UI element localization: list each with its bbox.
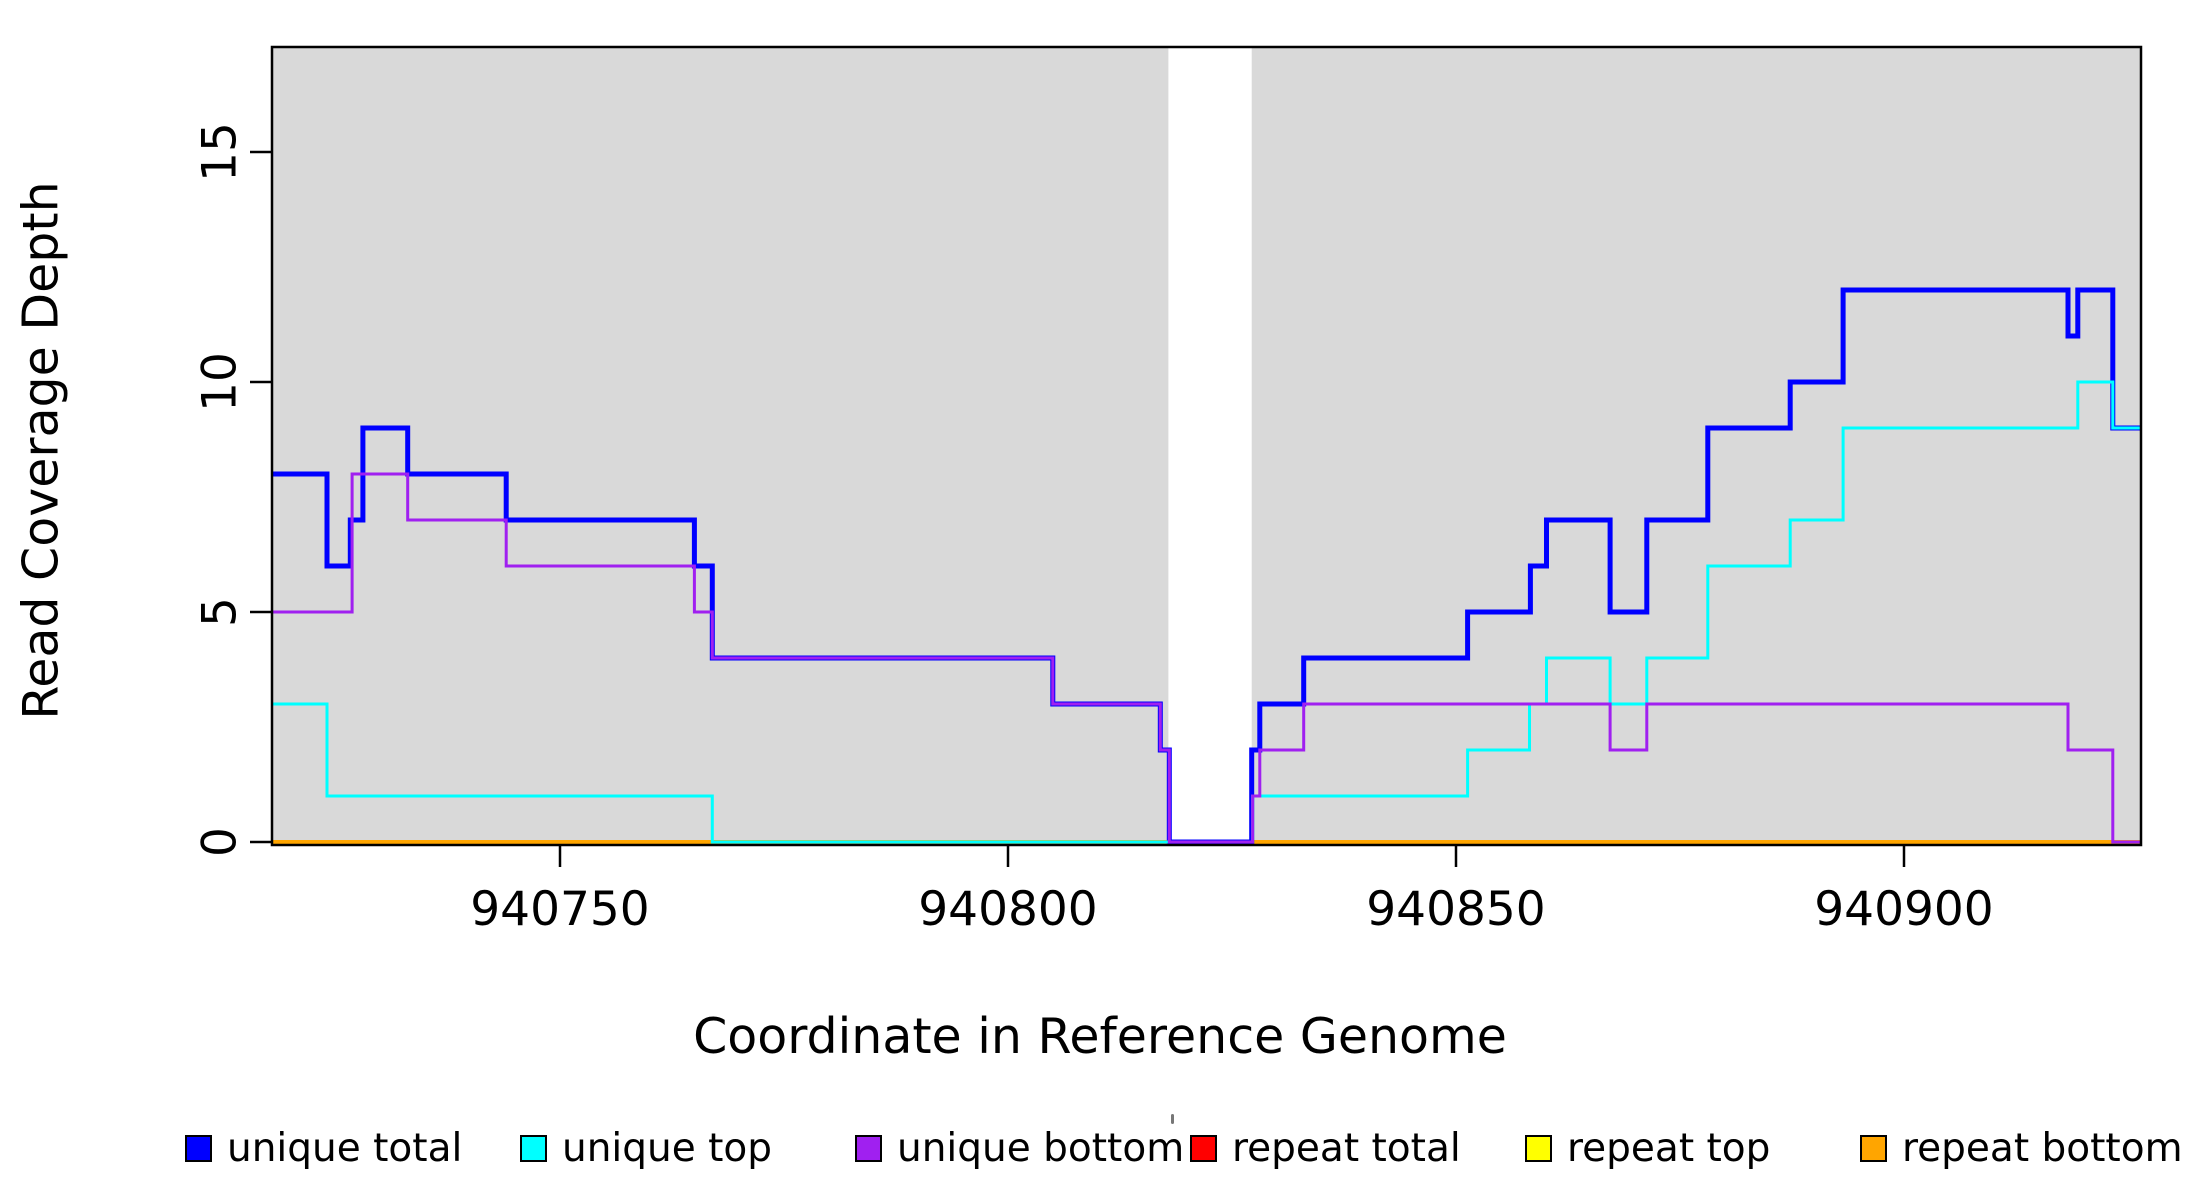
x-axis-title: Coordinate in Reference Genome <box>693 1008 1507 1065</box>
series-line-unique-total <box>272 287 2142 845</box>
panel-background-right <box>1251 47 2142 845</box>
plot-border <box>270 45 2143 847</box>
y-tick-label-15: 15 <box>193 122 248 182</box>
x-tick-label-940850: 940850 <box>1366 882 1545 937</box>
x-tick-label-940800: 940800 <box>918 882 1097 937</box>
y-tick-label-10: 10 <box>193 352 248 412</box>
y-axis-title: Read Coverage Depth <box>12 181 70 720</box>
y-tick-label-0: 0 <box>193 827 248 857</box>
y-tick-label-5: 5 <box>193 597 248 627</box>
series-line-unique-bottom <box>272 472 2142 844</box>
series-line-unique-top <box>272 380 2142 844</box>
x-tick-label-940900: 940900 <box>1814 882 1993 937</box>
stray-mark <box>1171 1114 1174 1124</box>
panel-background-left <box>272 47 1169 845</box>
x-tick-label-940750: 940750 <box>470 882 649 937</box>
